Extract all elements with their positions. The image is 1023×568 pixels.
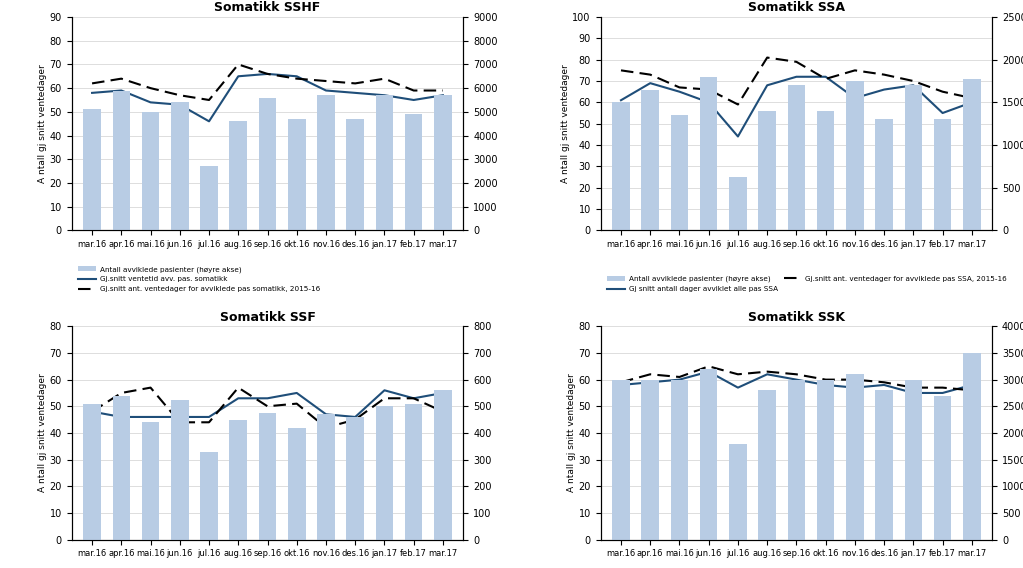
- Bar: [317, 95, 335, 231]
- Bar: [142, 112, 160, 231]
- Bar: [700, 369, 717, 540]
- Bar: [788, 85, 805, 231]
- Bar: [142, 422, 160, 540]
- Y-axis label: A ntall gj snitt ventedager: A ntall gj snitt ventedager: [38, 64, 47, 183]
- Bar: [317, 414, 335, 540]
- Bar: [934, 396, 951, 540]
- Bar: [758, 390, 776, 540]
- Bar: [201, 452, 218, 540]
- Bar: [729, 177, 747, 231]
- Bar: [83, 110, 101, 231]
- Bar: [259, 98, 276, 231]
- Bar: [229, 420, 247, 540]
- Bar: [641, 90, 659, 231]
- Bar: [671, 115, 688, 231]
- Bar: [287, 119, 306, 231]
- Bar: [405, 114, 422, 231]
- Bar: [876, 119, 893, 231]
- Bar: [963, 79, 981, 231]
- Bar: [641, 379, 659, 540]
- Bar: [434, 390, 452, 540]
- Bar: [113, 396, 130, 540]
- Bar: [287, 428, 306, 540]
- Legend: Antall avviklede pasienter (høyre akse), Gj snitt antall dager avviklet alle pas: Antall avviklede pasienter (høyre akse),…: [605, 273, 1010, 295]
- Bar: [904, 379, 922, 540]
- Bar: [113, 90, 130, 231]
- Bar: [817, 111, 835, 231]
- Bar: [612, 379, 630, 540]
- Legend: Antall avviklede pasienter (høyre akse), Gj.snitt ventetid avv. pas. somatikk, G: Antall avviklede pasienter (høyre akse),…: [76, 264, 323, 295]
- Bar: [846, 81, 863, 231]
- Y-axis label: A ntall gj snitt ventedager: A ntall gj snitt ventedager: [561, 64, 570, 183]
- Title: Somatikk SSK: Somatikk SSK: [748, 311, 845, 324]
- Y-axis label: A ntall gj snitt ventedager: A ntall gj snitt ventedager: [567, 374, 576, 492]
- Bar: [83, 404, 101, 540]
- Bar: [612, 102, 630, 231]
- Bar: [171, 400, 188, 540]
- Bar: [375, 95, 393, 231]
- Title: Somatikk SSF: Somatikk SSF: [220, 311, 315, 324]
- Bar: [876, 390, 893, 540]
- Title: Somatikk SSHF: Somatikk SSHF: [215, 2, 320, 15]
- Bar: [671, 379, 688, 540]
- Bar: [405, 404, 422, 540]
- Bar: [934, 119, 951, 231]
- Bar: [788, 379, 805, 540]
- Bar: [904, 85, 922, 231]
- Title: Somatikk SSA: Somatikk SSA: [748, 2, 845, 15]
- Bar: [229, 122, 247, 231]
- Bar: [817, 379, 835, 540]
- Bar: [434, 95, 452, 231]
- Bar: [259, 413, 276, 540]
- Bar: [347, 417, 364, 540]
- Bar: [201, 166, 218, 231]
- Bar: [375, 406, 393, 540]
- Y-axis label: A ntall gj snitt ventedager: A ntall gj snitt ventedager: [38, 374, 47, 492]
- Bar: [171, 102, 188, 231]
- Bar: [700, 77, 717, 231]
- Bar: [846, 374, 863, 540]
- Bar: [963, 353, 981, 540]
- Bar: [758, 111, 776, 231]
- Bar: [347, 119, 364, 231]
- Bar: [729, 444, 747, 540]
